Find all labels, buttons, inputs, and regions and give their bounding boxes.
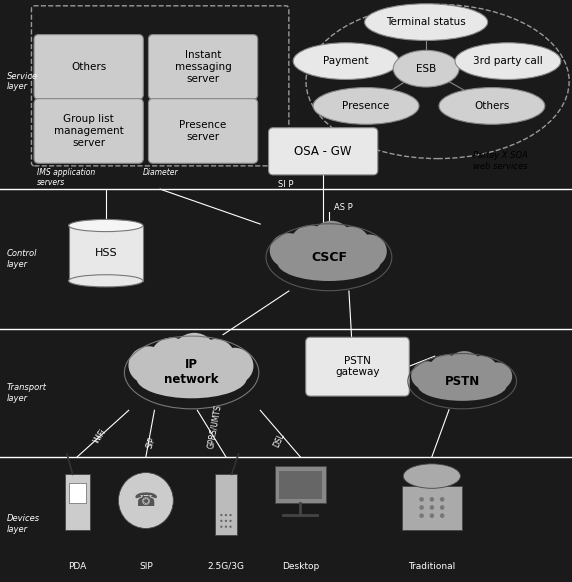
Ellipse shape (150, 338, 193, 381)
Ellipse shape (428, 354, 463, 388)
Text: Desktop: Desktop (281, 562, 319, 571)
Text: IP
network: IP network (164, 359, 219, 386)
Circle shape (440, 497, 444, 502)
Text: ESB: ESB (416, 63, 436, 74)
Bar (0, 0, 572, 189)
Text: IMS application
servers: IMS application servers (37, 168, 96, 187)
Text: Group list
management
server: Group list management server (54, 114, 124, 148)
Text: Payment: Payment (323, 56, 369, 66)
Circle shape (229, 514, 232, 516)
Bar (0, 329, 572, 457)
Text: PSTN: PSTN (444, 375, 480, 388)
Circle shape (440, 513, 444, 518)
Text: PDA: PDA (68, 562, 86, 571)
Text: Devices
layer: Devices layer (7, 514, 40, 534)
Bar (279, 471, 322, 499)
Bar (0, 189, 572, 329)
Circle shape (225, 526, 227, 528)
Ellipse shape (196, 339, 236, 381)
Text: PSTN
gateway: PSTN gateway (335, 356, 380, 378)
Text: Others: Others (71, 62, 106, 72)
FancyBboxPatch shape (34, 98, 143, 163)
Circle shape (419, 513, 424, 518)
Circle shape (118, 473, 173, 528)
Text: 3rd party call: 3rd party call (473, 56, 543, 66)
Text: SIP: SIP (145, 435, 158, 449)
Ellipse shape (352, 235, 387, 268)
Ellipse shape (137, 359, 247, 398)
Circle shape (430, 513, 434, 518)
Circle shape (220, 514, 223, 516)
Bar (65, 474, 90, 530)
Text: DSL: DSL (272, 432, 287, 449)
Text: HSS: HSS (94, 248, 117, 258)
Ellipse shape (293, 43, 399, 79)
Ellipse shape (129, 346, 169, 384)
Text: ☎: ☎ (134, 491, 158, 510)
Ellipse shape (277, 244, 380, 281)
Ellipse shape (446, 351, 483, 387)
Circle shape (220, 520, 223, 522)
Text: Terminal status: Terminal status (386, 17, 466, 27)
Ellipse shape (310, 221, 353, 264)
Ellipse shape (394, 51, 459, 87)
Text: Diameter: Diameter (142, 168, 178, 176)
Ellipse shape (270, 233, 308, 268)
FancyBboxPatch shape (269, 128, 378, 175)
Text: 2.5G/3G: 2.5G/3G (208, 562, 244, 571)
Circle shape (229, 520, 232, 522)
Text: AS P: AS P (334, 204, 352, 212)
Text: Presence
server: Presence server (180, 120, 227, 142)
FancyBboxPatch shape (148, 98, 257, 163)
FancyBboxPatch shape (148, 35, 257, 99)
Text: Traditional: Traditional (408, 562, 455, 571)
Ellipse shape (418, 370, 507, 401)
Text: Service
layer: Service layer (7, 72, 38, 91)
Ellipse shape (466, 356, 498, 388)
FancyBboxPatch shape (305, 338, 410, 396)
Circle shape (430, 497, 434, 502)
Circle shape (430, 505, 434, 510)
Bar (0, 457, 572, 582)
Ellipse shape (69, 219, 143, 232)
Ellipse shape (333, 226, 371, 265)
Text: Others: Others (474, 101, 510, 111)
Circle shape (419, 505, 424, 510)
Ellipse shape (216, 348, 253, 384)
Bar (69, 483, 86, 503)
Circle shape (225, 514, 227, 516)
Ellipse shape (411, 361, 444, 390)
Text: Control
layer: Control layer (7, 249, 37, 269)
Text: CSCF: CSCF (311, 251, 347, 264)
Text: Instant
messaging
server: Instant messaging server (174, 50, 232, 84)
Text: SIP: SIP (139, 562, 153, 571)
Bar (69, 226, 143, 281)
Ellipse shape (172, 333, 217, 380)
Ellipse shape (365, 3, 487, 40)
Circle shape (229, 526, 232, 528)
Text: OSA - GW: OSA - GW (295, 145, 352, 158)
Bar (214, 474, 237, 535)
Ellipse shape (313, 87, 419, 125)
Ellipse shape (482, 363, 512, 390)
Text: WiFi: WiFi (92, 427, 108, 445)
Bar (402, 486, 462, 530)
Circle shape (419, 497, 424, 502)
Text: Parlay X SOA
web services: Parlay X SOA web services (473, 151, 528, 171)
Ellipse shape (69, 275, 143, 287)
Ellipse shape (403, 464, 460, 488)
Text: Presence: Presence (343, 101, 390, 111)
Circle shape (225, 520, 227, 522)
Text: GPRS/UMTS: GPRS/UMTS (206, 404, 223, 449)
Ellipse shape (455, 43, 561, 79)
Bar (275, 466, 326, 503)
Ellipse shape (439, 87, 545, 125)
Circle shape (440, 505, 444, 510)
Ellipse shape (290, 225, 330, 265)
FancyBboxPatch shape (34, 35, 143, 99)
Text: Transport
layer: Transport layer (7, 383, 47, 403)
Text: SI P: SI P (278, 180, 294, 189)
Circle shape (220, 526, 223, 528)
